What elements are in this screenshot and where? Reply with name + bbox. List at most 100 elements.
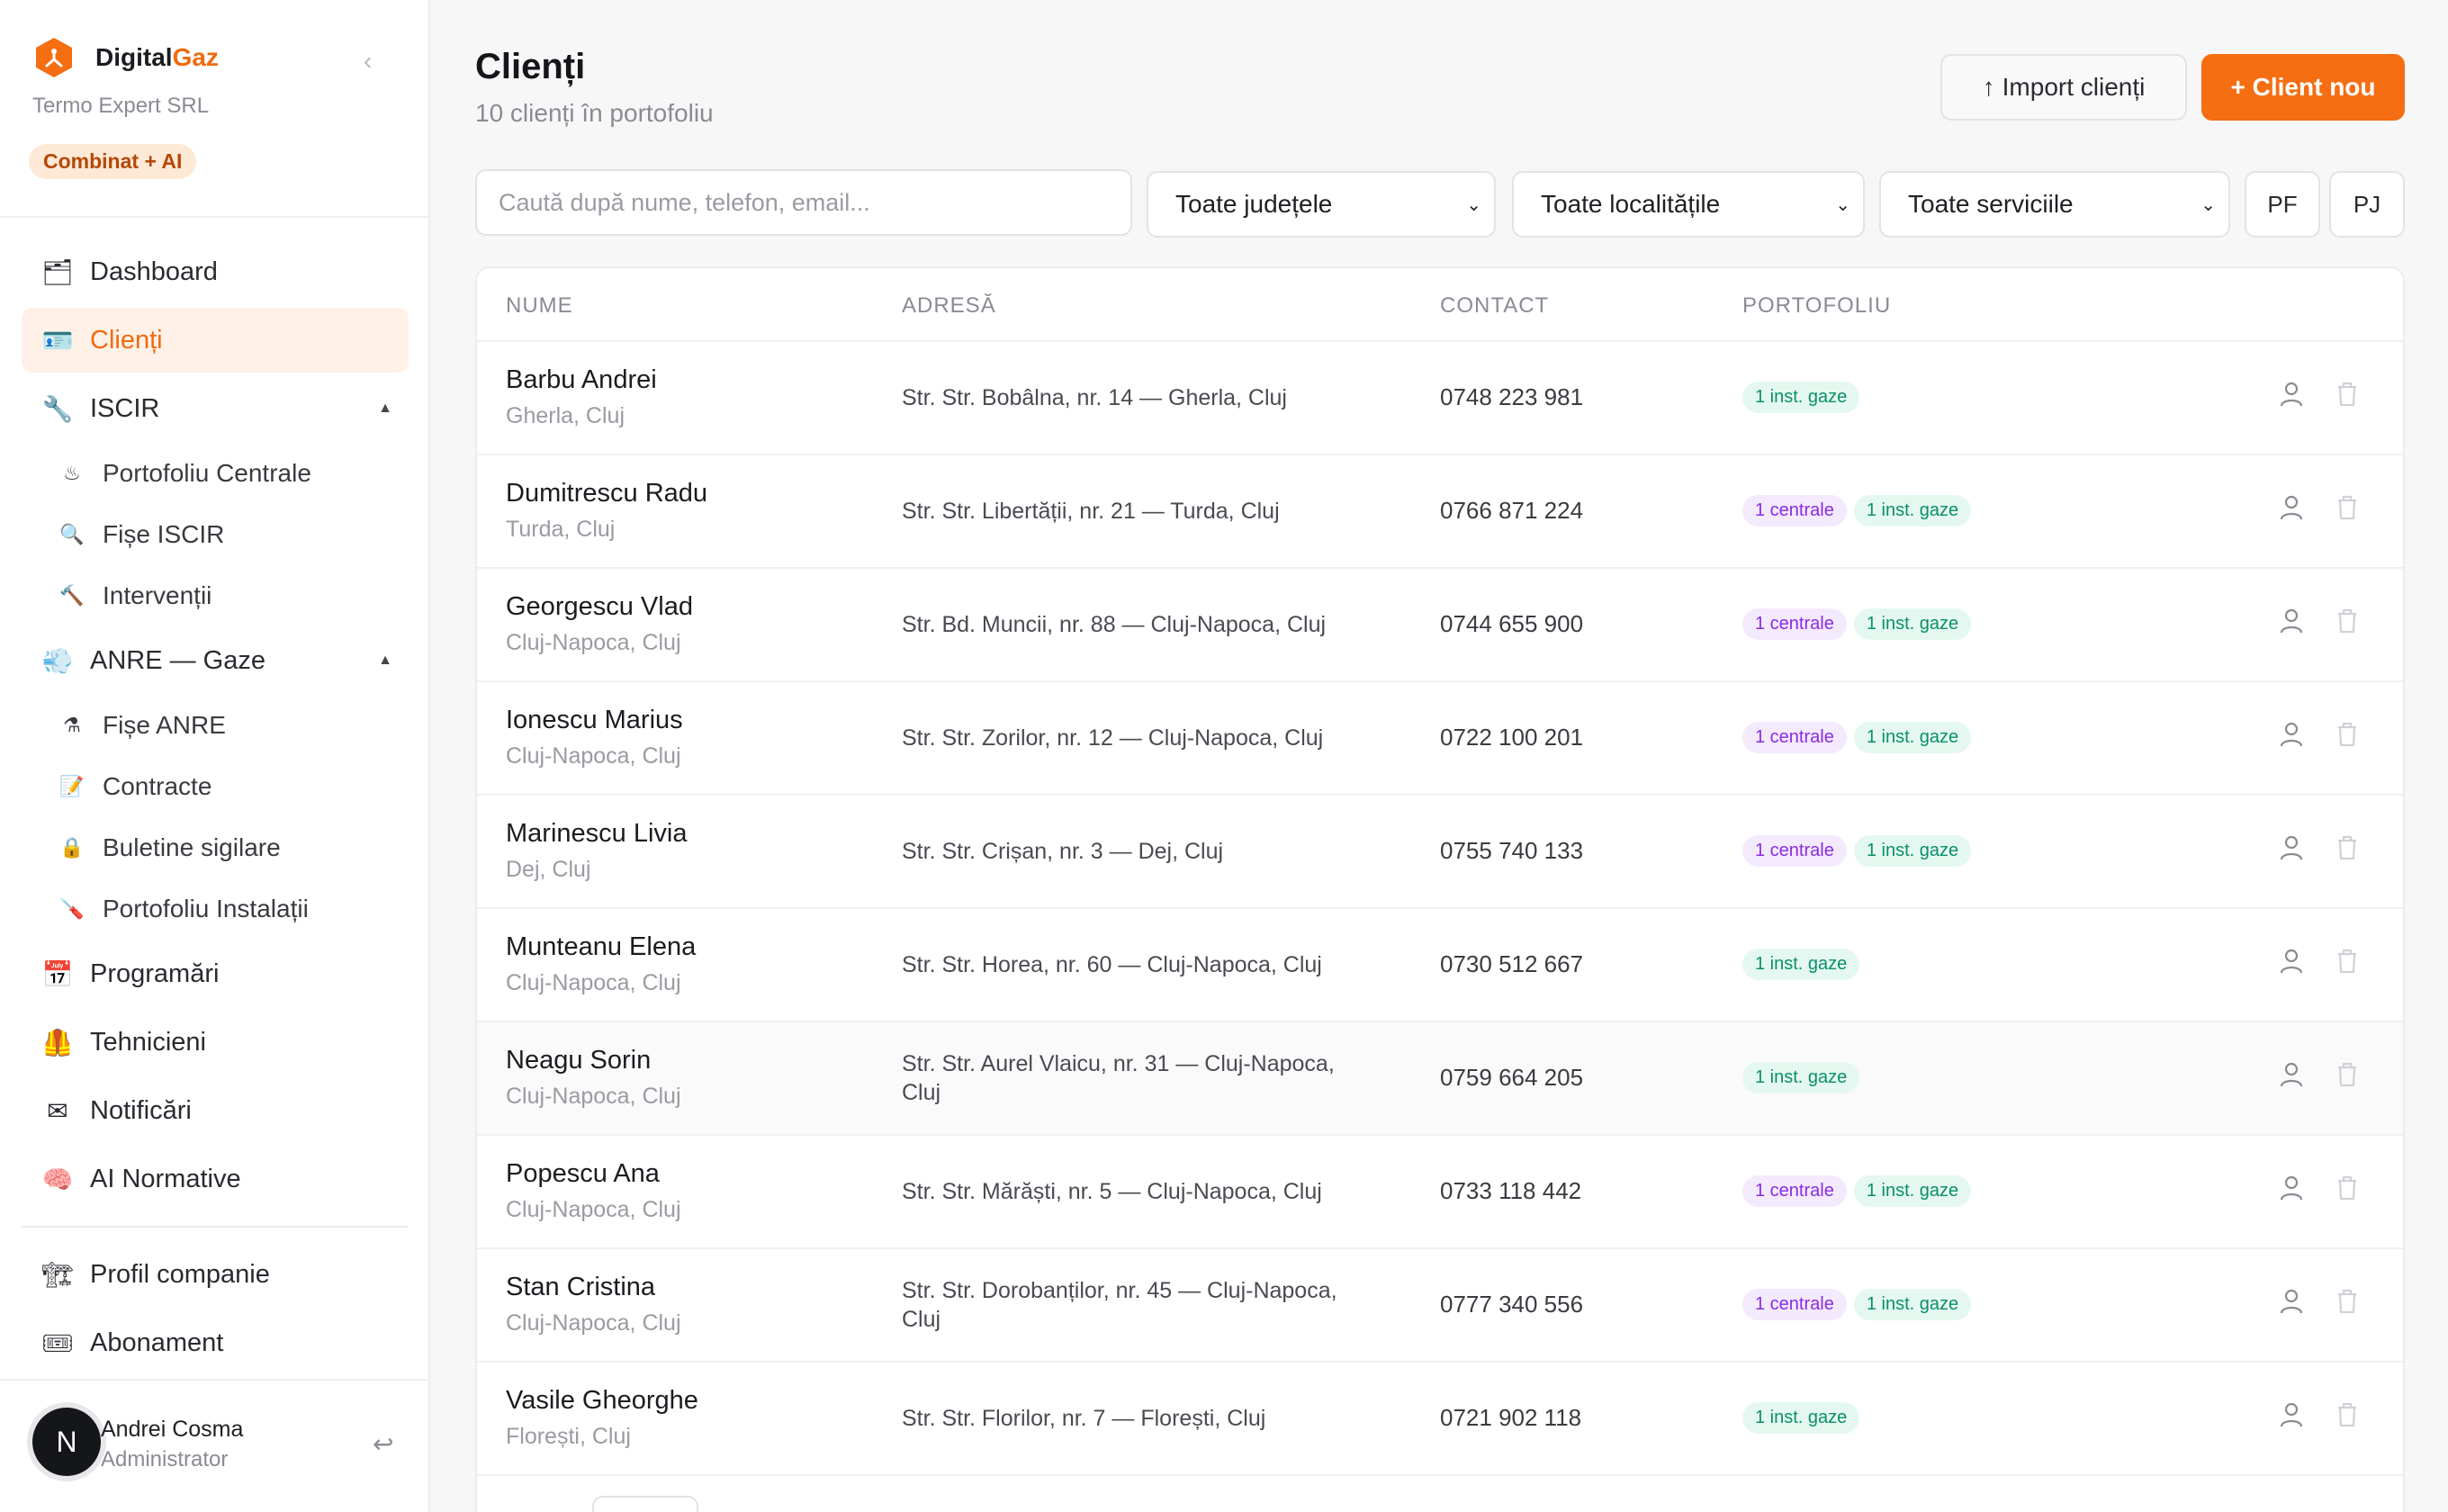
new-client-button[interactable]: + Client nou [2201,54,2405,121]
filter-pf-button[interactable]: PF [2245,171,2320,238]
tag-gaze: 1 inst. gaze [1853,722,1972,753]
search-input[interactable] [475,169,1132,236]
client-location: Florești, Cluj [506,1424,631,1449]
divider [477,340,2403,342]
nav-abonament[interactable]: 🎟 Abonament [22,1310,409,1375]
table-row[interactable]: Popescu Ana Cluj-Napoca, Cluj Str. Str. Mă… [477,1136,2403,1249]
locality-select[interactable]: Toate localitățile ⌄ [1512,171,1865,238]
table-row[interactable]: Ionescu Marius Cluj-Napoca, Cluj Str. Str.… [477,682,2403,796]
trash-icon[interactable] [2333,605,2362,637]
nav-notificari[interactable]: ✉ Notificări [22,1078,409,1143]
client-phone: 0748 223 981 [1440,383,1584,410]
row-actions [2277,1172,2362,1204]
brand[interactable]: DigitalGaz [32,36,219,79]
nav-ai-normative[interactable]: 🧠 AI Normative [22,1147,409,1211]
table-row[interactable]: Dumitrescu Radu Turda, Cluj Str. Str. Libe… [477,455,2403,569]
trash-icon[interactable] [2333,491,2362,524]
table-row[interactable]: Vasile Gheorghe Florești, Cluj Str. Str. F… [477,1363,2403,1476]
nav-portofoliu-instalatii[interactable]: 🪛 Portofoliu Instalații [58,882,409,936]
locality-select-value: Toate localitățile [1541,190,1721,218]
nav-profil-companie[interactable]: 🏗 Profil companie [22,1242,409,1307]
client-name[interactable]: Dumitrescu Radu [506,479,708,508]
client-name[interactable]: Marinescu Livia [506,819,688,848]
service-select[interactable]: Toate serviciile ⌄ [1879,171,2230,238]
trash-icon[interactable] [2333,1399,2362,1431]
client-name[interactable]: Georgescu Vlad [506,592,693,621]
nav-clienti[interactable]: 🪪 Clienți [22,308,409,373]
user-icon[interactable] [2277,718,2306,751]
user-role: Administrator [101,1447,229,1472]
import-label: Import clienți [2002,73,2146,101]
nav-portofoliu-centrale[interactable]: ♨ Portofoliu Centrale [58,446,409,500]
logout-icon[interactable]: ↩ [373,1430,394,1458]
nav-fise-iscir[interactable]: 🔍 Fișe ISCIR [58,508,409,562]
user-icon[interactable] [2277,605,2306,637]
table-row[interactable]: Neagu Sorin Cluj-Napoca, Cluj Str. Str. Au… [477,1022,2403,1136]
table-row[interactable]: Georgescu Vlad Cluj-Napoca, Cluj Str. Bd. … [477,569,2403,682]
pagination-control[interactable] [592,1496,698,1512]
user-icon[interactable] [2277,378,2306,410]
tag-centrale: 1 centrale [1742,1289,1847,1320]
client-phone: 0733 118 442 [1440,1177,1582,1204]
client-address: Str. Str. Horea, nr. 60 — Cluj-Napoca, C… [902,952,1322,977]
nav-interventii[interactable]: 🔨 Intervenții [58,569,409,623]
trash-icon[interactable] [2333,378,2362,410]
trash-icon[interactable] [2333,718,2362,751]
client-location: Cluj-Napoca, Cluj [506,970,681,995]
avatar[interactable]: N [32,1408,101,1476]
nav-label: Notificări [90,1095,192,1125]
user-icon[interactable] [2277,1399,2306,1431]
user-icon[interactable] [2277,1285,2306,1318]
table-row[interactable]: Barbu Andrei Gherla, Cluj Str. Str. Bobâln… [477,342,2403,455]
trash-icon[interactable] [2333,832,2362,864]
divider [0,1379,430,1381]
trash-icon[interactable] [2333,1172,2362,1204]
table-row[interactable]: Stan Cristina Cluj-Napoca, Cluj Str. Str. … [477,1249,2403,1363]
client-name[interactable]: Munteanu Elena [506,932,697,961]
nav-iscir[interactable]: 🔧 ISCIR ▲ [22,376,409,441]
trash-icon[interactable] [2333,1285,2362,1318]
user-icon[interactable] [2277,491,2306,524]
nav-contracte[interactable]: 📝 Contracte [58,760,409,814]
flask-icon: ⚗ [63,714,81,736]
collapse-sidebar-icon[interactable]: ‹ [364,47,373,75]
nav-fise-anre[interactable]: ⚗ Fișe ANRE [58,698,409,752]
sidebar: DigitalGaz ‹ Termo Expert SRL Combinat +… [0,0,430,1512]
tag-gaze: 1 inst. gaze [1742,1402,1860,1434]
client-name[interactable]: Neagu Sorin [506,1046,652,1075]
trash-icon[interactable] [2333,945,2362,977]
trash-icon[interactable] [2333,1058,2362,1091]
nav-label: Portofoliu Centrale [103,459,311,487]
client-address: Str. Str. Libertății, nr. 21 — Turda, Cl… [902,499,1280,524]
nav-label: Portofoliu Instalații [103,895,309,922]
client-name[interactable]: Ionescu Marius [506,706,683,734]
user-icon[interactable] [2277,1172,2306,1204]
client-address: Str. Str. Florilor, nr. 7 — Florești, Cl… [902,1406,1266,1431]
import-clients-button[interactable]: ↑ Import clienți [1940,54,2187,121]
user-icon[interactable] [2277,1058,2306,1091]
filter-pj-button[interactable]: PJ [2329,171,2405,238]
nav-dashboard[interactable]: 🗂 Dashboard [22,239,409,304]
nav-buletine-sigilare[interactable]: 🔒 Buletine sigilare [58,821,409,875]
client-phone: 0744 655 900 [1440,610,1584,637]
client-phone: 0755 740 133 [1440,837,1584,864]
client-phone: 0722 100 201 [1440,724,1584,751]
client-phone: 0759 664 205 [1440,1064,1584,1091]
client-address: Str. Str. Dorobanților, nr. 45 — Cluj-Na… [902,1278,1337,1332]
nav-anre[interactable]: 💨 ANRE — Gaze ▲ [22,628,409,693]
county-select[interactable]: Toate județele ⌄ [1147,171,1496,238]
client-name[interactable]: Vasile Gheorghe [506,1386,698,1415]
nav-label: Programări [90,958,220,988]
client-name[interactable]: Stan Cristina [506,1273,656,1301]
county-select-value: Toate județele [1175,190,1333,218]
nav-tehnicieni[interactable]: 🦺 Tehnicieni [22,1010,409,1075]
nav-programari[interactable]: 📅 Programări [22,941,409,1006]
page-title: Clienți [475,47,586,86]
user-icon[interactable] [2277,945,2306,977]
user-icon[interactable] [2277,832,2306,864]
column-header-contact: CONTACT [1440,293,1550,318]
client-name[interactable]: Popescu Ana [506,1159,660,1188]
client-name[interactable]: Barbu Andrei [506,365,657,394]
table-row[interactable]: Munteanu Elena Cluj-Napoca, Cluj Str. Str.… [477,909,2403,1022]
table-row[interactable]: Marinescu Livia Dej, Cluj Str. Str. Crișan… [477,796,2403,909]
